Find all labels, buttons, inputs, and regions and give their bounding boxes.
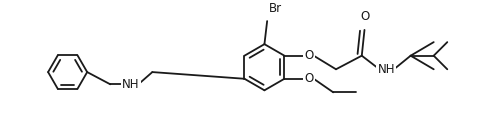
Text: O: O bbox=[304, 72, 314, 85]
Text: O: O bbox=[361, 10, 370, 23]
Text: Br: Br bbox=[269, 2, 282, 15]
Text: NH: NH bbox=[122, 78, 140, 91]
Text: NH: NH bbox=[378, 63, 395, 76]
Text: O: O bbox=[304, 49, 314, 62]
